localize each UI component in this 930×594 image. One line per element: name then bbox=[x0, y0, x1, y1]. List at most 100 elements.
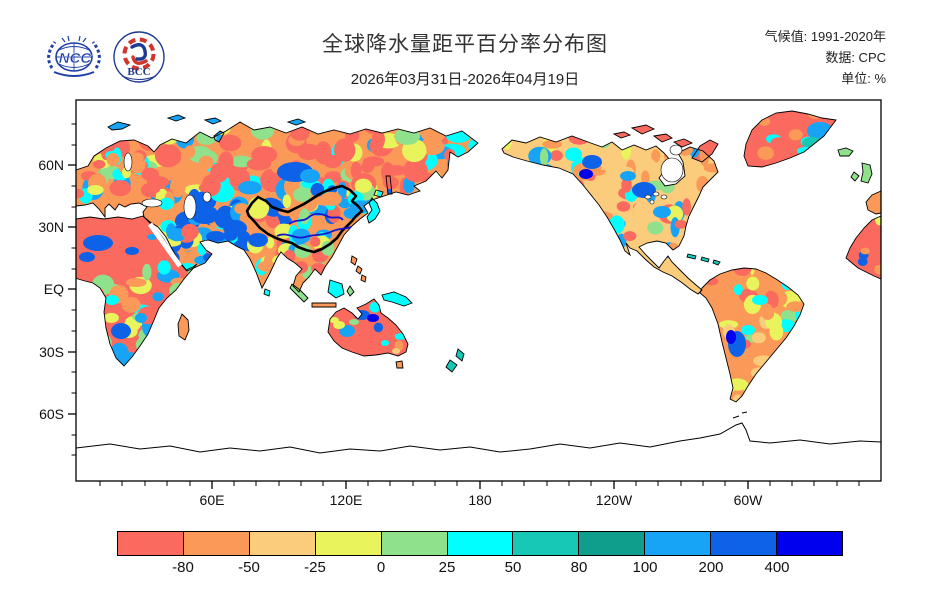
inland-sea bbox=[652, 191, 660, 197]
ncc-wreath-base bbox=[53, 71, 95, 77]
anomaly-blob bbox=[223, 220, 247, 236]
ncc-logo: NCC bbox=[47, 35, 101, 77]
red-sea bbox=[147, 222, 183, 268]
coastline bbox=[381, 291, 413, 307]
coastline bbox=[177, 313, 190, 341]
colorbar-tick-label: 100 bbox=[632, 559, 658, 576]
landmass-new-guinea bbox=[382, 292, 412, 306]
colorbar-tick-label: 400 bbox=[764, 559, 790, 576]
coastline bbox=[350, 255, 367, 283]
coastline bbox=[263, 288, 271, 297]
coastline bbox=[445, 348, 465, 373]
coastline bbox=[699, 267, 805, 403]
landmass-iceland-repeat bbox=[838, 148, 853, 156]
coastline bbox=[743, 110, 837, 168]
meta-unit-value: % bbox=[870, 71, 886, 86]
landmass-philippines bbox=[351, 256, 366, 282]
antarctic-islands bbox=[732, 411, 748, 419]
page-title: 全球降水量距平百分率分布图 bbox=[322, 33, 608, 56]
coastline bbox=[865, 190, 881, 215]
anomaly-blob bbox=[604, 238, 620, 250]
persian-gulf bbox=[202, 240, 217, 253]
colorbar-tick-label: -25 bbox=[304, 559, 326, 576]
meta-climatology-label: 气候值: bbox=[764, 29, 808, 44]
landmass-svalbard bbox=[108, 122, 130, 130]
anomaly-blob bbox=[632, 182, 656, 198]
meta-unit: 单位: % bbox=[765, 68, 886, 89]
landmass-caribbean bbox=[687, 254, 720, 265]
ncc-wreath-right bbox=[91, 41, 101, 69]
lon-tick-label: 120E bbox=[329, 492, 363, 508]
coastline bbox=[311, 302, 337, 308]
colorbar-cell bbox=[249, 532, 316, 555]
bcc-bottom-arc bbox=[121, 75, 157, 80]
inland-sea bbox=[660, 194, 668, 200]
anomaly-blob bbox=[248, 233, 268, 247]
anomaly-blob bbox=[653, 206, 671, 218]
coastline bbox=[289, 283, 309, 303]
inland-sea bbox=[660, 157, 684, 183]
landmass-sumatra bbox=[290, 284, 308, 302]
colorbar-tick-label: 80 bbox=[570, 559, 588, 576]
lat-tick-label: 60S bbox=[39, 406, 64, 422]
meta-block: 气候值: 1991-2020年 数据: CPC 单位: % bbox=[765, 26, 886, 89]
colorbar-tick-label: 25 bbox=[438, 559, 456, 576]
anomaly-blob bbox=[79, 252, 95, 262]
coastline bbox=[385, 175, 393, 195]
colorbar-tick-label: -50 bbox=[238, 559, 260, 576]
colorbar-cell bbox=[777, 532, 842, 555]
page-subtitle: 2026年03月31日-2026年04月19日 bbox=[350, 71, 580, 88]
meta-unit-label: 单位: bbox=[841, 71, 871, 86]
colorbar-cell bbox=[513, 532, 580, 555]
anomaly-blob bbox=[333, 321, 345, 329]
colorbar-tick-label: 200 bbox=[698, 559, 724, 576]
meta-datasource: 数据: CPC bbox=[765, 47, 886, 68]
meta-datasource-value: CPC bbox=[854, 50, 886, 65]
anomaly-blob bbox=[620, 171, 636, 181]
anomaly-blob bbox=[147, 234, 157, 240]
anomaly-blob bbox=[105, 295, 119, 305]
ncc-wreath-left bbox=[47, 41, 57, 69]
anomaly-blob bbox=[752, 295, 768, 305]
coastline bbox=[76, 215, 198, 367]
coastline bbox=[107, 121, 132, 131]
colorbar-cell bbox=[381, 532, 448, 555]
anomaly-blob bbox=[339, 325, 355, 337]
colorbar-legend bbox=[117, 531, 843, 556]
landmass-arctic-islands bbox=[168, 115, 305, 142]
colorbar-tick-label: -80 bbox=[172, 559, 194, 576]
inland-sea bbox=[141, 198, 163, 208]
inland-sea bbox=[669, 144, 683, 156]
coastline bbox=[501, 135, 719, 295]
anomaly-blob bbox=[582, 155, 602, 169]
anomaly-blob bbox=[392, 348, 400, 354]
anomaly-blob bbox=[367, 314, 379, 322]
inland-sea bbox=[183, 194, 197, 220]
coastline bbox=[395, 360, 404, 369]
landmass-new-zealand bbox=[446, 349, 464, 372]
lon-tick-label: 120W bbox=[595, 492, 633, 508]
lat-tick-label: 60N bbox=[38, 157, 64, 173]
landmass-iberia-repeat bbox=[866, 191, 881, 214]
ncc-logo-text: NCC bbox=[59, 50, 93, 67]
lon-tick-label: 60E bbox=[199, 492, 225, 508]
coastline bbox=[166, 114, 307, 143]
coastline bbox=[327, 298, 409, 357]
landmass-japan bbox=[367, 190, 383, 223]
meta-climatology-value: 1991-2020年 bbox=[807, 29, 886, 44]
anomaly-blob bbox=[381, 340, 389, 346]
coastline bbox=[612, 124, 719, 163]
bcc-red-ring bbox=[122, 37, 156, 71]
anomaly-blob bbox=[125, 247, 139, 255]
inland-sea bbox=[123, 152, 133, 172]
anomaly-mottle bbox=[700, 268, 804, 402]
colorbar-cell bbox=[579, 532, 646, 555]
anomaly-blob bbox=[111, 323, 131, 339]
lon-tick-label: 60W bbox=[733, 492, 763, 508]
anomaly-blob bbox=[83, 235, 113, 251]
landmass-tasmania bbox=[396, 361, 403, 368]
anomaly-blob bbox=[135, 313, 147, 323]
yellow-river bbox=[288, 213, 344, 225]
